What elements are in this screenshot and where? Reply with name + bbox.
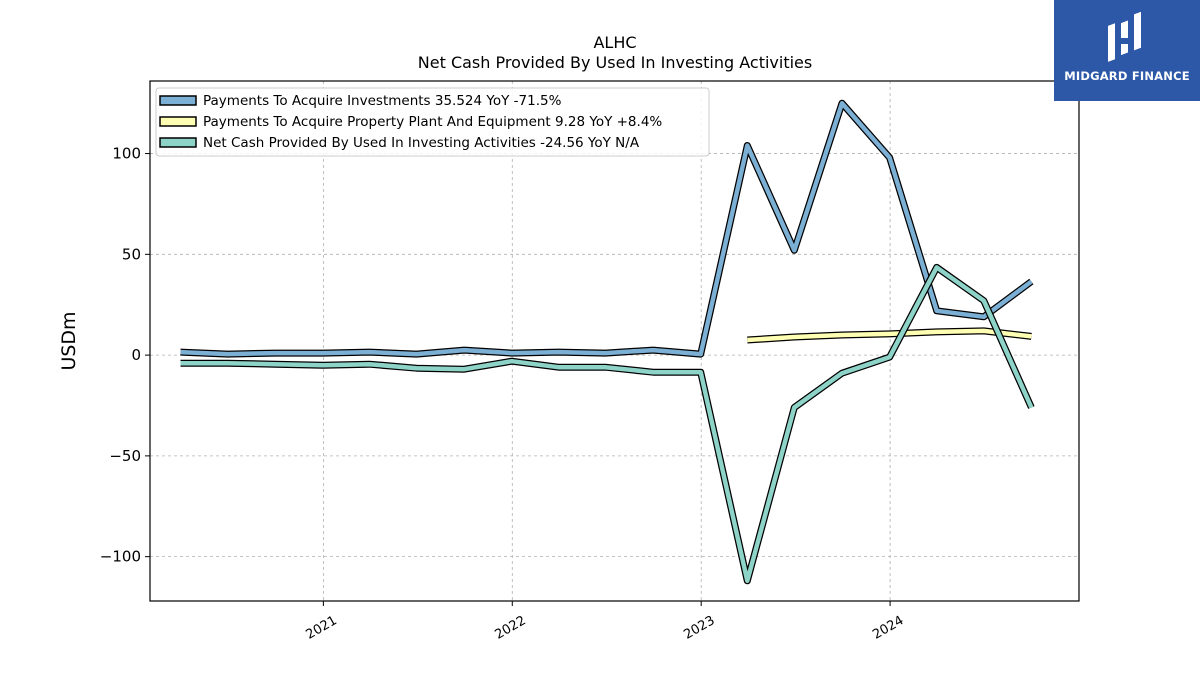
series-lines [180,99,1035,585]
chart-title: ALHC [593,33,636,52]
legend-swatch-2 [159,137,197,148]
series-0-stroke [180,100,1033,357]
series-0-line [180,99,1034,358]
series-1-line [747,327,1032,344]
legend-box [155,87,710,157]
y-tick-label: 100 [112,145,141,163]
x-axis: 2021 2022 2023 2024 [304,601,906,643]
legend-label-2: Net Cash Provided By Used In Investing A… [203,135,640,151]
y-tick-label: −50 [109,447,141,465]
brand-logo: MIDGARD FINANCE [1054,0,1200,101]
y-tick-label: 50 [122,245,141,263]
x-tick-label: 2021 [304,613,340,643]
x-tick-label: 2024 [870,613,906,643]
x-tick-label: 2022 [492,613,528,643]
legend-label-1: Payments To Acquire Property Plant And E… [203,114,662,130]
legend-swatch-1 [159,116,197,127]
plot-area-frame [149,80,1080,602]
series-2-stroke [180,265,1034,584]
y-axis-label: USDm [58,311,80,370]
legend-swatch-0 [159,95,197,106]
y-tick-label: 0 [131,346,141,364]
series-1-stroke [747,328,1032,343]
brand-logo-icon [1108,11,1141,62]
chart-subtitle: Net Cash Provided By Used In Investing A… [418,53,812,72]
legend: Payments To Acquire Investments 35.524 Y… [155,87,710,157]
brand-name: MIDGARD FINANCE [1064,69,1190,83]
y-axis: −100 −50 0 50 100 [100,145,150,566]
grid [150,81,1079,601]
legend-label-0: Payments To Acquire Investments 35.524 Y… [203,93,562,109]
y-tick-label: −100 [100,548,141,566]
series-2-outline [180,263,1035,585]
x-tick-label: 2023 [681,613,717,643]
series-2-line [180,263,1035,585]
